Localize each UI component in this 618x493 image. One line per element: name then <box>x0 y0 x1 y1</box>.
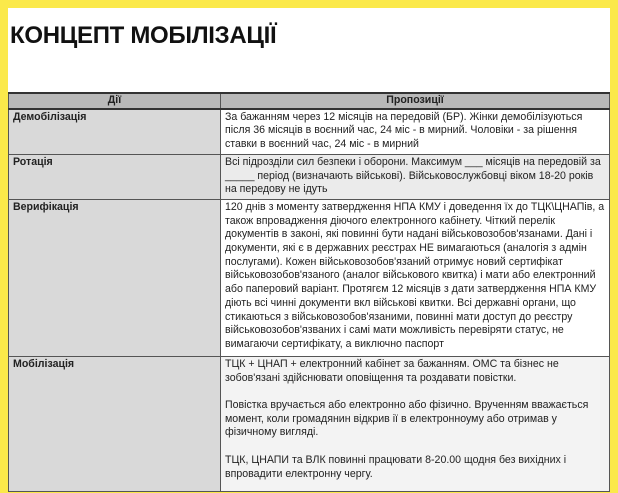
page-title: КОНЦЕПТ МОБІЛІЗАЦІЇ <box>10 22 277 49</box>
proposal-text: Повістка вручається або електронно або ф… <box>225 399 589 439</box>
table-row: Мобілізація ТЦК + ЦНАП + електронний каб… <box>8 355 610 492</box>
proposal-cell: 120 днів з моменту затвердження НПА КМУ … <box>220 198 610 357</box>
action-cell: Верифікація <box>8 198 221 357</box>
proposal-text: Всі підрозділи сил безпеки і оборони. Ма… <box>225 155 601 196</box>
action-cell: Демобілізація <box>8 108 221 155</box>
proposal-cell: ТЦК + ЦНАП + електронний кабінет за бажа… <box>220 355 610 492</box>
action-cell: Мобілізація <box>8 355 221 492</box>
proposal-text: За бажанням через 12 місяців на передові… <box>225 110 583 151</box>
document-panel: КОНЦЕПТ МОБІЛІЗАЦІЇ Дії Пропозиції Демоб… <box>8 8 610 492</box>
table-header-row: Дії Пропозиції <box>8 92 610 110</box>
table-row: Демобілізація За бажанням через 12 місяц… <box>8 108 610 155</box>
header-actions: Дії <box>8 92 221 110</box>
proposal-text: ТЦК, ЦНАПИ та ВЛК повинні працювати 8-20… <box>225 453 567 480</box>
proposal-cell: За бажанням через 12 місяців на передові… <box>220 108 610 155</box>
proposal-text: 120 днів з моменту затвердження НПА КМУ … <box>225 200 605 350</box>
table-row: Верифікація 120 днів з моменту затвердже… <box>8 198 610 357</box>
proposal-text: ТЦК + ЦНАП + електронний кабінет за бажа… <box>225 357 559 384</box>
table-row: Ротація Всі підрозділи сил безпеки і обо… <box>8 153 610 200</box>
header-proposals: Пропозиції <box>220 92 610 110</box>
proposal-cell: Всі підрозділи сил безпеки і оборони. Ма… <box>220 153 610 200</box>
action-cell: Ротація <box>8 153 221 200</box>
mobilization-table: Дії Пропозиції Демобілізація За бажанням… <box>8 92 610 492</box>
